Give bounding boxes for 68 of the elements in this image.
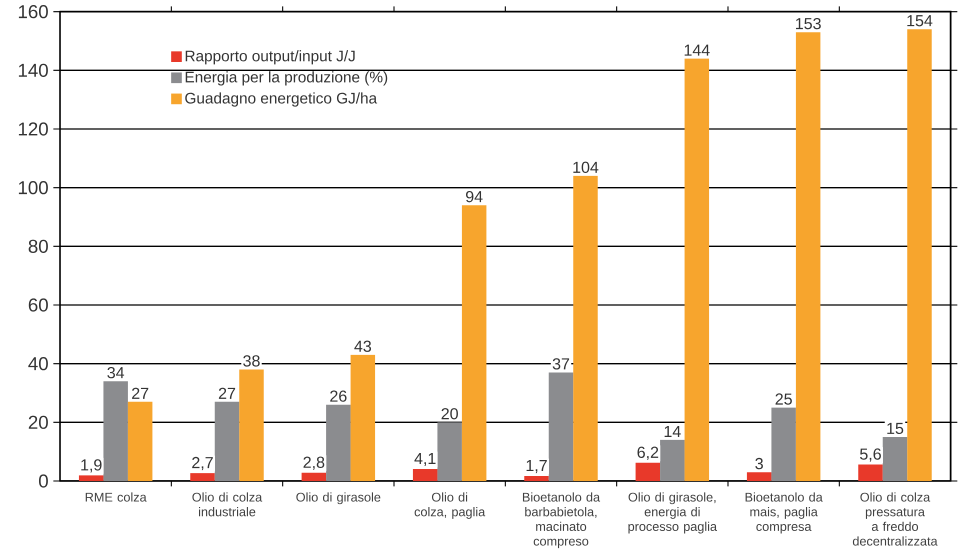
y-tick-label: 120 — [18, 122, 48, 136]
y-tick-label: 60 — [28, 298, 48, 312]
bar — [907, 29, 932, 481]
bar — [462, 205, 486, 481]
bar — [771, 408, 796, 481]
bar — [239, 370, 264, 481]
bar — [684, 58, 710, 481]
bar — [858, 464, 883, 481]
y-tick-label: 160 — [18, 5, 48, 18]
data-label: 3 — [755, 458, 763, 470]
data-label: 26 — [330, 390, 347, 402]
y-tick-label: 0 — [38, 474, 48, 488]
data-label: 1,7 — [526, 460, 547, 474]
data-label: 4,1 — [414, 452, 436, 466]
data-label: 27 — [218, 388, 236, 399]
bar — [128, 402, 152, 481]
bar — [103, 381, 128, 481]
x-tick-label: Bioetanolo da barbabietola, macinato compreso — [522, 492, 600, 548]
data-label: 153 — [796, 18, 821, 30]
bar — [412, 468, 438, 481]
bar — [746, 472, 772, 481]
data-label: 15 — [887, 422, 904, 434]
bar — [660, 440, 685, 481]
data-label: 20 — [442, 408, 458, 420]
data-label: 1,9 — [81, 459, 102, 472]
data-label: 43 — [354, 340, 372, 352]
data-label: 2,7 — [192, 456, 213, 470]
data-label: 14 — [664, 426, 681, 437]
bar — [214, 402, 240, 481]
x-tick-label: Olio di girasole — [296, 492, 380, 504]
bar — [636, 462, 660, 481]
bar — [302, 472, 326, 481]
legend-label: Guadagno energetico GJ/ha — [185, 92, 378, 107]
y-tick-label: 40 — [28, 357, 48, 370]
data-label: 5,6 — [860, 448, 881, 462]
data-label: 38 — [243, 355, 260, 367]
bar — [882, 436, 908, 481]
bar — [350, 354, 376, 481]
x-tick-label: Olio di colza pressatura a freddo decentralizzata — [852, 492, 938, 546]
x-tick-label: RME colza — [86, 492, 147, 502]
y-tick-label: 140 — [18, 64, 48, 77]
data-label: 37 — [552, 358, 570, 370]
data-label: 6,2 — [638, 446, 658, 460]
data-label: 2,8 — [304, 456, 324, 470]
data-label: 154 — [907, 15, 932, 26]
bar — [524, 476, 549, 481]
y-tick-label: 20 — [28, 416, 48, 429]
data-label: 25 — [776, 393, 792, 405]
data-label: 27 — [132, 388, 148, 399]
data-label: 34 — [107, 367, 124, 378]
y-tick-label: 80 — [28, 240, 48, 253]
legend-label: Energia per la produzione (%) — [186, 71, 388, 86]
x-tick-label: Bioetanolo da mais, paglia compresa — [746, 492, 823, 534]
data-label: 94 — [466, 191, 483, 202]
legend-label: Rapporto output/input J/J — [186, 50, 355, 64]
bar — [78, 475, 104, 481]
bar — [573, 176, 598, 481]
bar — [326, 404, 351, 481]
bar — [548, 372, 574, 481]
x-tick-label: Olio di colza industriale — [192, 492, 262, 516]
bar — [796, 32, 820, 481]
data-label: 104 — [573, 162, 598, 173]
data-label: 144 — [684, 44, 710, 56]
x-tick-label: Olio di colza, paglia — [414, 492, 486, 519]
bar — [190, 473, 215, 481]
x-tick-label: Olio di girasole, energia di processo paglia — [628, 492, 718, 534]
bar — [437, 422, 462, 481]
y-tick-label: 100 — [18, 181, 48, 194]
